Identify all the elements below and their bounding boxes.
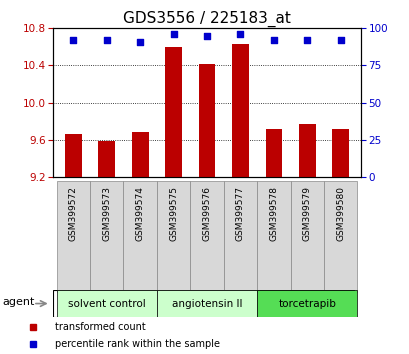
Point bbox=[270, 38, 276, 43]
Text: GSM399572: GSM399572 bbox=[69, 186, 78, 241]
Bar bbox=[298, 124, 315, 177]
Bar bbox=[56, 181, 90, 292]
Point bbox=[170, 32, 176, 37]
Bar bbox=[323, 181, 357, 292]
Point bbox=[203, 33, 210, 39]
Text: GSM399578: GSM399578 bbox=[269, 186, 278, 241]
Bar bbox=[256, 181, 290, 292]
Bar bbox=[157, 290, 256, 317]
Text: GSM399574: GSM399574 bbox=[135, 186, 144, 241]
Bar bbox=[198, 64, 215, 177]
Text: GSM399573: GSM399573 bbox=[102, 186, 111, 241]
Text: GSM399577: GSM399577 bbox=[236, 186, 244, 241]
Bar bbox=[65, 134, 81, 177]
Text: GSM399579: GSM399579 bbox=[302, 186, 311, 241]
Text: GSM399576: GSM399576 bbox=[202, 186, 211, 241]
Text: GSM399575: GSM399575 bbox=[169, 186, 178, 241]
Bar bbox=[223, 181, 256, 292]
Title: GDS3556 / 225183_at: GDS3556 / 225183_at bbox=[123, 11, 290, 27]
Point bbox=[103, 38, 110, 43]
Bar bbox=[90, 181, 123, 292]
Bar bbox=[165, 47, 182, 177]
Bar bbox=[265, 129, 281, 177]
Point bbox=[337, 38, 343, 43]
Text: GSM399580: GSM399580 bbox=[335, 186, 344, 241]
Bar bbox=[157, 181, 190, 292]
Text: solvent control: solvent control bbox=[68, 298, 145, 309]
Bar bbox=[290, 181, 323, 292]
Bar bbox=[132, 132, 148, 177]
Text: percentile rank within the sample: percentile rank within the sample bbox=[55, 339, 220, 349]
Text: agent: agent bbox=[3, 297, 35, 307]
Bar bbox=[231, 44, 248, 177]
Bar bbox=[123, 181, 157, 292]
Text: transformed count: transformed count bbox=[55, 321, 146, 332]
Bar bbox=[256, 290, 357, 317]
Point bbox=[237, 32, 243, 37]
Point bbox=[137, 39, 143, 45]
Text: angiotensin II: angiotensin II bbox=[171, 298, 242, 309]
Point bbox=[303, 38, 310, 43]
Bar bbox=[190, 181, 223, 292]
Point bbox=[70, 38, 76, 43]
Text: torcetrapib: torcetrapib bbox=[278, 298, 335, 309]
Bar bbox=[98, 141, 115, 177]
Bar bbox=[56, 290, 157, 317]
Bar bbox=[332, 129, 348, 177]
